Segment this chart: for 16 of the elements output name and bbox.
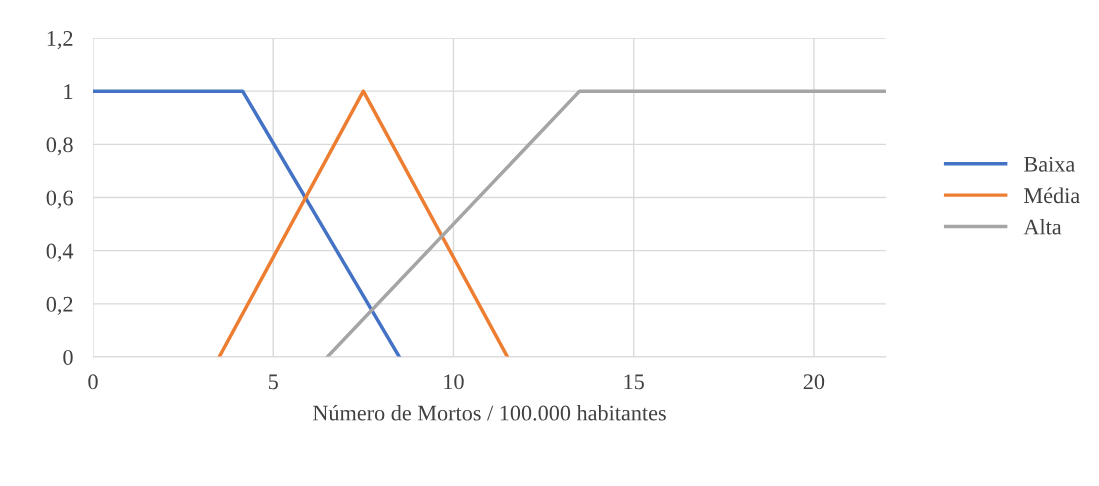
x-tick-label: 5 <box>268 374 278 390</box>
x-tick-label: 20 <box>803 374 825 390</box>
x-tick-label: 15 <box>624 374 644 390</box>
y-tick-label: 1 <box>64 84 73 99</box>
legend-label: Baixa <box>1024 156 1075 172</box>
legend-label: Alta <box>1023 218 1062 235</box>
x-tick-label: 0 <box>88 374 98 390</box>
y-tick-label: 0 <box>63 349 73 365</box>
y-tick-label: 0,8 <box>46 137 73 156</box>
x-axis-title: Número de Mortos / 100.000 habitantes <box>313 404 666 421</box>
y-tick-label: 0,2 <box>46 296 73 315</box>
y-tick-label: 0,4 <box>46 243 74 262</box>
y-tick-label: 1,2 <box>47 30 73 50</box>
y-tick-label: 0,6 <box>46 190 73 209</box>
x-tick-label: 10 <box>444 374 464 390</box>
legend-label: Média <box>1024 187 1080 204</box>
